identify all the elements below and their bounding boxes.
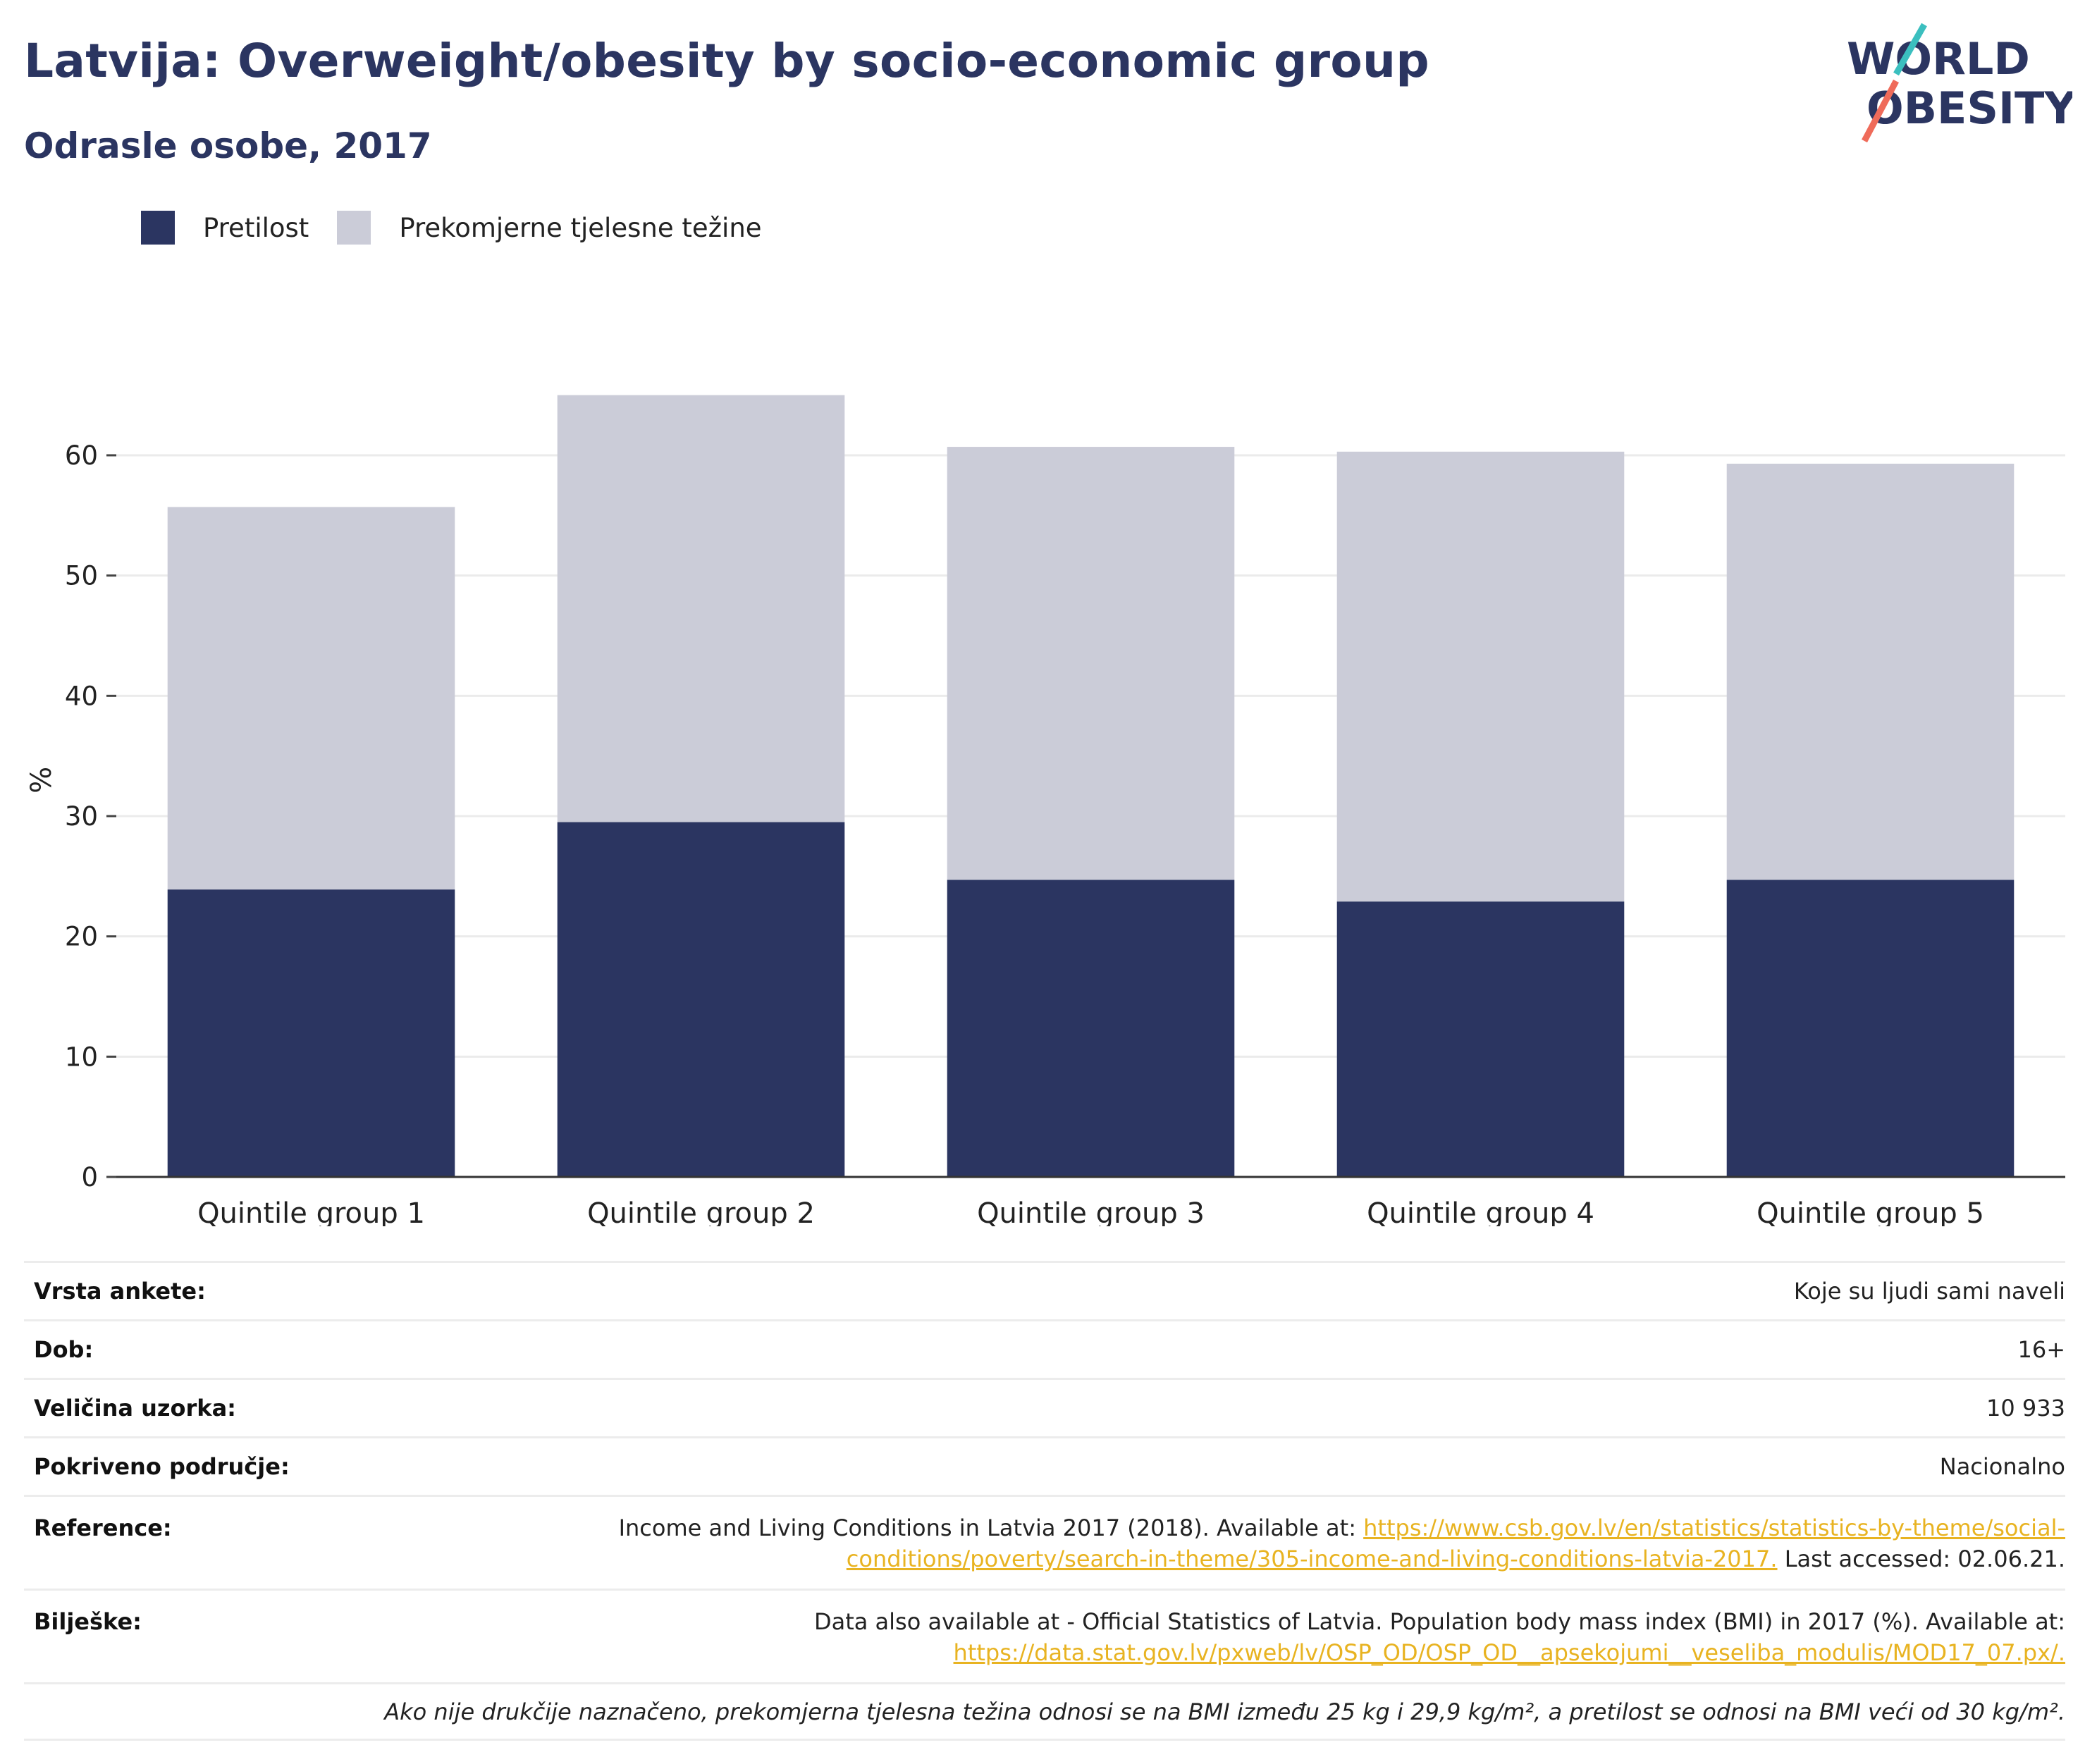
- info-value: Data also available at - Official Statis…: [814, 1606, 2065, 1668]
- info-row-age: Dob: 16+: [24, 1319, 2065, 1378]
- y-tick-label: 30: [65, 801, 98, 832]
- y-tick-label: 40: [65, 681, 98, 711]
- bar-obesity: [1336, 901, 1625, 1177]
- info-value: Income and Living Conditions in Latvia 2…: [619, 1512, 2065, 1574]
- chart-legend: Pretilost Prekomjerne tjelesne težine: [141, 209, 790, 246]
- legend-label-overweight: Prekomjerne tjelesne težine: [399, 212, 762, 243]
- logo-line1: WORLD: [1847, 33, 2030, 85]
- bar-obesity: [167, 889, 455, 1177]
- logo-line2: OBESITY: [1866, 82, 2072, 134]
- info-value: Nacionalno: [1939, 1453, 2065, 1480]
- bar-overweight: [557, 395, 845, 822]
- info-row-survey-type: Vrsta ankete: Koje su ljudi sami naveli: [24, 1261, 2065, 1319]
- legend-swatch-obesity: [141, 211, 175, 245]
- bar-obesity: [947, 880, 1235, 1177]
- info-label: Dob:: [34, 1336, 94, 1363]
- reference-link-continued[interactable]: conditions/poverty/search-in-theme/305-i…: [846, 1546, 1778, 1572]
- logo-teal-stroke: [1893, 23, 1927, 76]
- info-label: Veličina uzorka:: [34, 1395, 236, 1421]
- y-tick-label: 60: [65, 440, 98, 471]
- reference-link[interactable]: https://www.csb.gov.lv/en/statistics/sta…: [1363, 1515, 2065, 1541]
- info-value: Koje su ljudi sami naveli: [1793, 1278, 2065, 1305]
- info-row-sample-size: Veličina uzorka: 10 933: [24, 1378, 2065, 1436]
- stacked-bar-chart: 0 10 20 30 40 50 60% Quintile group 1 Quintile g…: [25, 395, 2065, 1226]
- info-label: Pokriveno područje:: [34, 1453, 290, 1480]
- reference-accessed-text: Last accessed: 02.06.21.: [1777, 1546, 2065, 1572]
- x-tick-label: Quintile group 5: [1757, 1197, 1984, 1226]
- info-label: Reference:: [34, 1515, 172, 1541]
- bar-overweight: [947, 447, 1235, 880]
- logo-coral-stroke: [1862, 79, 1899, 143]
- bar-obesity: [557, 822, 845, 1177]
- legend-swatch-overweight: [337, 211, 371, 245]
- y-tick-label: 20: [65, 922, 98, 952]
- world-obesity-logo: WORLD OBESITY: [1847, 23, 2072, 143]
- y-tick-label: 10: [65, 1042, 98, 1072]
- legend-item-overweight[interactable]: Prekomjerne tjelesne težine: [337, 211, 762, 245]
- footnote-text: Ako nije drukčije naznačeno, prekomjerna…: [384, 1698, 2065, 1725]
- info-row-coverage: Pokriveno područje: Nacionalno: [24, 1436, 2065, 1495]
- y-tick-label: 0: [81, 1162, 98, 1192]
- x-tick-label: Quintile group 4: [1367, 1197, 1594, 1226]
- x-tick-label: Quintile group 2: [587, 1197, 815, 1226]
- x-tick-label: Quintile group 3: [977, 1197, 1205, 1226]
- y-tick-label: 50: [65, 561, 98, 591]
- info-value: 16+: [2017, 1336, 2065, 1363]
- y-axis-label: %: [25, 767, 58, 794]
- survey-info-table: Vrsta ankete: Koje su ljudi sami naveli …: [24, 1261, 2065, 1741]
- info-label: Bilješke:: [34, 1608, 142, 1635]
- notes-text: Data also available at - Official Statis…: [813, 1608, 2065, 1635]
- page-subtitle: Odrasle osobe, 2017: [24, 125, 432, 166]
- bar-overweight: [1336, 451, 1625, 902]
- legend-item-obesity[interactable]: Pretilost: [141, 211, 309, 245]
- info-value: 10 933: [1986, 1395, 2065, 1421]
- x-tick-label: Quintile group 1: [197, 1197, 425, 1226]
- legend-label-obesity: Pretilost: [203, 212, 309, 243]
- page-title: Latvija: Overweight/obesity by socio-eco…: [24, 34, 1429, 88]
- info-row-notes: Bilješke: Data also available at - Offic…: [24, 1589, 2065, 1682]
- bar-overweight: [167, 507, 455, 890]
- info-row-footnote: Ako nije drukčije naznačeno, prekomjerna…: [24, 1682, 2065, 1741]
- notes-link[interactable]: https://data.stat.gov.lv/pxweb/lv/OSP_OD…: [953, 1639, 2065, 1666]
- bar-obesity: [1726, 880, 2015, 1177]
- info-row-reference: Reference: Income and Living Conditions …: [24, 1495, 2065, 1589]
- reference-text: Income and Living Conditions in Latvia 2…: [618, 1515, 1364, 1541]
- info-label: Vrsta ankete:: [34, 1278, 206, 1305]
- bar-overweight: [1726, 463, 2015, 880]
